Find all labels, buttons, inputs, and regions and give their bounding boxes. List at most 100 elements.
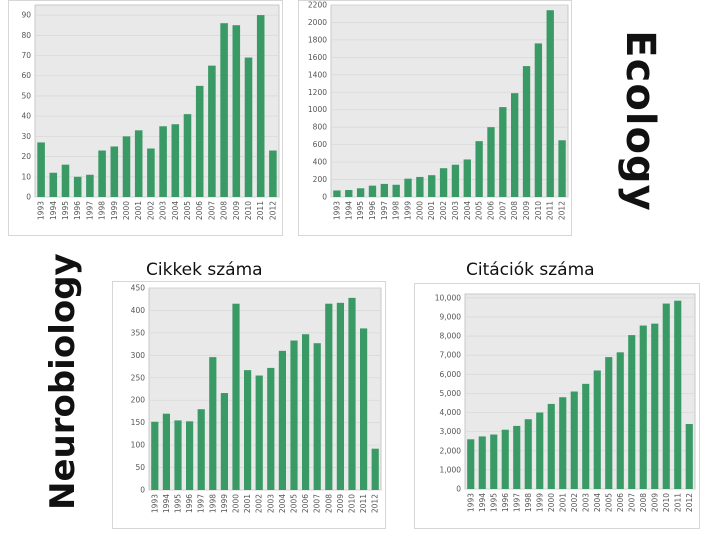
bar-2006: [487, 127, 495, 197]
neurobiology-label: Neurobiology: [43, 253, 83, 510]
y-tick-label: 1,000: [440, 465, 462, 474]
x-tick-label: 2007: [207, 201, 216, 220]
chart-neuro-citations: 0 1,000 2,000 3,000 4,000 5,000 6,000 7,000 8,00…: [435, 293, 696, 512]
x-tick-label: 2004: [171, 201, 180, 220]
articles-caption: Cikkek száma: [146, 260, 263, 280]
x-tick-label: 1997: [380, 201, 389, 220]
bar-1999: [536, 412, 544, 489]
y-tick-label: 100: [131, 441, 146, 450]
y-tick-label: 150: [131, 418, 146, 427]
bar-2009: [336, 302, 344, 490]
bar-1994: [49, 172, 58, 197]
bar-1997: [86, 174, 94, 197]
bar-2002: [570, 391, 578, 489]
bar-2008: [511, 93, 519, 197]
bar-2008: [220, 23, 228, 198]
bar-1997: [380, 183, 388, 197]
y-tick-label: 10: [21, 172, 31, 181]
x-tick-label: 2009: [336, 494, 345, 513]
citations-caption: Citációk száma: [466, 260, 595, 280]
x-tick-label: 1997: [197, 494, 206, 513]
y-tick-label: 250: [131, 373, 146, 382]
bar-1994: [345, 190, 353, 197]
x-tick-label: 2007: [498, 201, 507, 220]
y-tick-label: 800: [313, 123, 328, 132]
y-tick-label: 350: [131, 328, 146, 337]
x-tick-label: 1994: [344, 201, 353, 220]
y-tick-label: 200: [313, 175, 328, 184]
x-tick-label: 2004: [463, 201, 472, 220]
y-tick-label: 1400: [308, 70, 327, 79]
y-tick-label: 30: [21, 132, 31, 141]
x-tick-label: 2011: [546, 201, 555, 220]
x-tick-label: 2000: [232, 494, 241, 513]
x-tick-label: 1999: [404, 201, 413, 220]
bar-2001: [134, 130, 143, 197]
x-tick-label: 2001: [243, 494, 252, 513]
bar-2007: [313, 343, 321, 490]
bar-2002: [147, 148, 155, 197]
y-tick-label: 1800: [308, 35, 327, 44]
y-tick-label: 80: [21, 31, 31, 40]
bar-2004: [171, 124, 180, 197]
bar-2003: [159, 126, 167, 197]
x-tick-label: 1999: [220, 494, 229, 513]
bar-2005: [290, 340, 298, 490]
x-tick-label: 1995: [489, 493, 498, 512]
x-tick-label: 2003: [451, 201, 460, 220]
x-tick-label: 1993: [37, 201, 46, 220]
x-tick-label: 1999: [110, 201, 119, 220]
y-tick-label: 2000: [308, 18, 327, 27]
bar-2011: [360, 328, 368, 490]
x-tick-label: 1998: [524, 493, 533, 512]
bar-2005: [183, 114, 192, 197]
bar-2003: [451, 164, 460, 197]
x-tick-label: 2008: [324, 494, 333, 513]
bar-2001: [428, 175, 436, 197]
bar-2012: [558, 140, 566, 197]
x-tick-label: 1995: [61, 201, 70, 220]
bar-1993: [37, 142, 45, 197]
bar-1997: [513, 425, 521, 489]
x-tick-label: 2012: [685, 493, 694, 512]
x-tick-label: 2005: [290, 494, 299, 513]
bar-2011: [546, 10, 554, 198]
bar-2009: [651, 323, 659, 489]
plot-area: [330, 4, 569, 198]
x-tick-label: 1994: [478, 493, 487, 512]
bar-2005: [605, 357, 613, 489]
y-tick-label: 0: [456, 485, 461, 494]
y-tick-label: 50: [135, 463, 145, 472]
x-tick-label: 2008: [220, 201, 229, 220]
x-tick-label: 2009: [522, 201, 531, 220]
bar-2001: [559, 397, 567, 489]
x-tick-label: 1993: [150, 494, 159, 513]
bar-1998: [98, 150, 106, 197]
x-tick-label: 2007: [627, 493, 636, 512]
x-tick-label: 2010: [662, 493, 671, 512]
bar-2000: [232, 303, 240, 490]
chart-ecology-articles: 0 10 20 30 40 50 60 70 80 90 1993 1994 1995 1996 1997 1…: [21, 4, 280, 220]
bar-2010: [348, 297, 356, 490]
bar-1997: [197, 409, 205, 490]
bar-2007: [208, 65, 216, 197]
plot-area: [464, 293, 696, 490]
y-tick-label: 20: [21, 152, 31, 161]
x-tick-label: 1996: [73, 201, 82, 220]
bar-2010: [534, 43, 543, 198]
bar-1995: [61, 164, 70, 197]
bar-1996: [368, 185, 377, 197]
chart-panel-ecology-citations: 0 200 400 600 800 1000 1200 1400 1600 1800 2000 220…: [298, 0, 572, 236]
y-tick-label: 400: [313, 158, 328, 167]
x-tick-label: 2010: [348, 494, 357, 513]
x-tick-label: 2002: [146, 201, 155, 220]
x-tick-label: 1994: [162, 494, 171, 513]
chart-ecology-citations: 0 200 400 600 800 1000 1200 1400 1600 1800 2000 220…: [308, 1, 569, 220]
x-tick-label: 2009: [232, 201, 241, 220]
y-tick-label: 9,000: [440, 312, 462, 321]
y-tick-label: 200: [131, 396, 146, 405]
x-tick-label: 1996: [501, 493, 510, 512]
bar-2000: [416, 176, 424, 197]
chart-panel-neuro-articles: 0 50 100 150 200 250 300 350 400 450 1993 1994 1995 1…: [112, 281, 386, 529]
bar-2005: [475, 141, 483, 197]
